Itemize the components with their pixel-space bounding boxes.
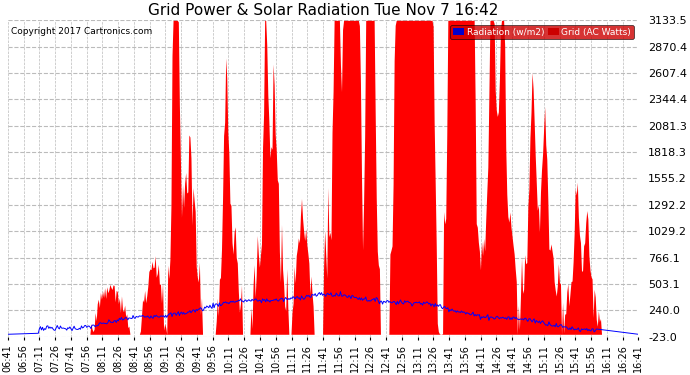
Text: Copyright 2017 Cartronics.com: Copyright 2017 Cartronics.com — [11, 27, 152, 36]
Legend: Radiation (w/m2), Grid (AC Watts): Radiation (w/m2), Grid (AC Watts) — [451, 25, 634, 39]
Title: Grid Power & Solar Radiation Tue Nov 7 16:42: Grid Power & Solar Radiation Tue Nov 7 1… — [148, 3, 498, 18]
